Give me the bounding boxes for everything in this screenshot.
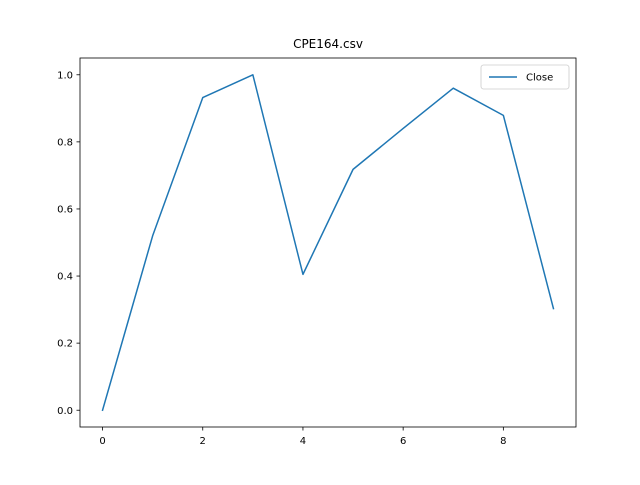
x-tick-label: 8 — [500, 436, 506, 447]
y-tick-label: 0.4 — [57, 272, 73, 283]
x-tick-label: 2 — [200, 436, 206, 447]
y-tick-label: 0.6 — [57, 205, 73, 216]
x-tick-label: 6 — [400, 436, 406, 447]
series-layer — [101, 74, 555, 412]
x-tick-label: 0 — [99, 436, 105, 447]
legend-label: Close — [526, 73, 553, 84]
y-axis: 0.0 0.2 0.4 0.6 0.8 1.0 — [57, 70, 80, 417]
y-tick-label: 0.8 — [57, 137, 73, 148]
chart-title: CPE164.csv — [293, 37, 363, 51]
y-tick-label: 1.0 — [57, 70, 73, 81]
plot-area — [79, 57, 577, 428]
x-axis: 0 2 4 6 8 — [99, 427, 507, 447]
series-line-close — [101, 74, 555, 412]
axes-frame — [79, 57, 577, 428]
legend-box — [480, 64, 570, 90]
y-tick-label: 0.0 — [57, 406, 73, 417]
y-tick-label: 0.2 — [57, 339, 73, 350]
legend: Close — [480, 64, 570, 90]
x-tick-label: 4 — [300, 436, 306, 447]
